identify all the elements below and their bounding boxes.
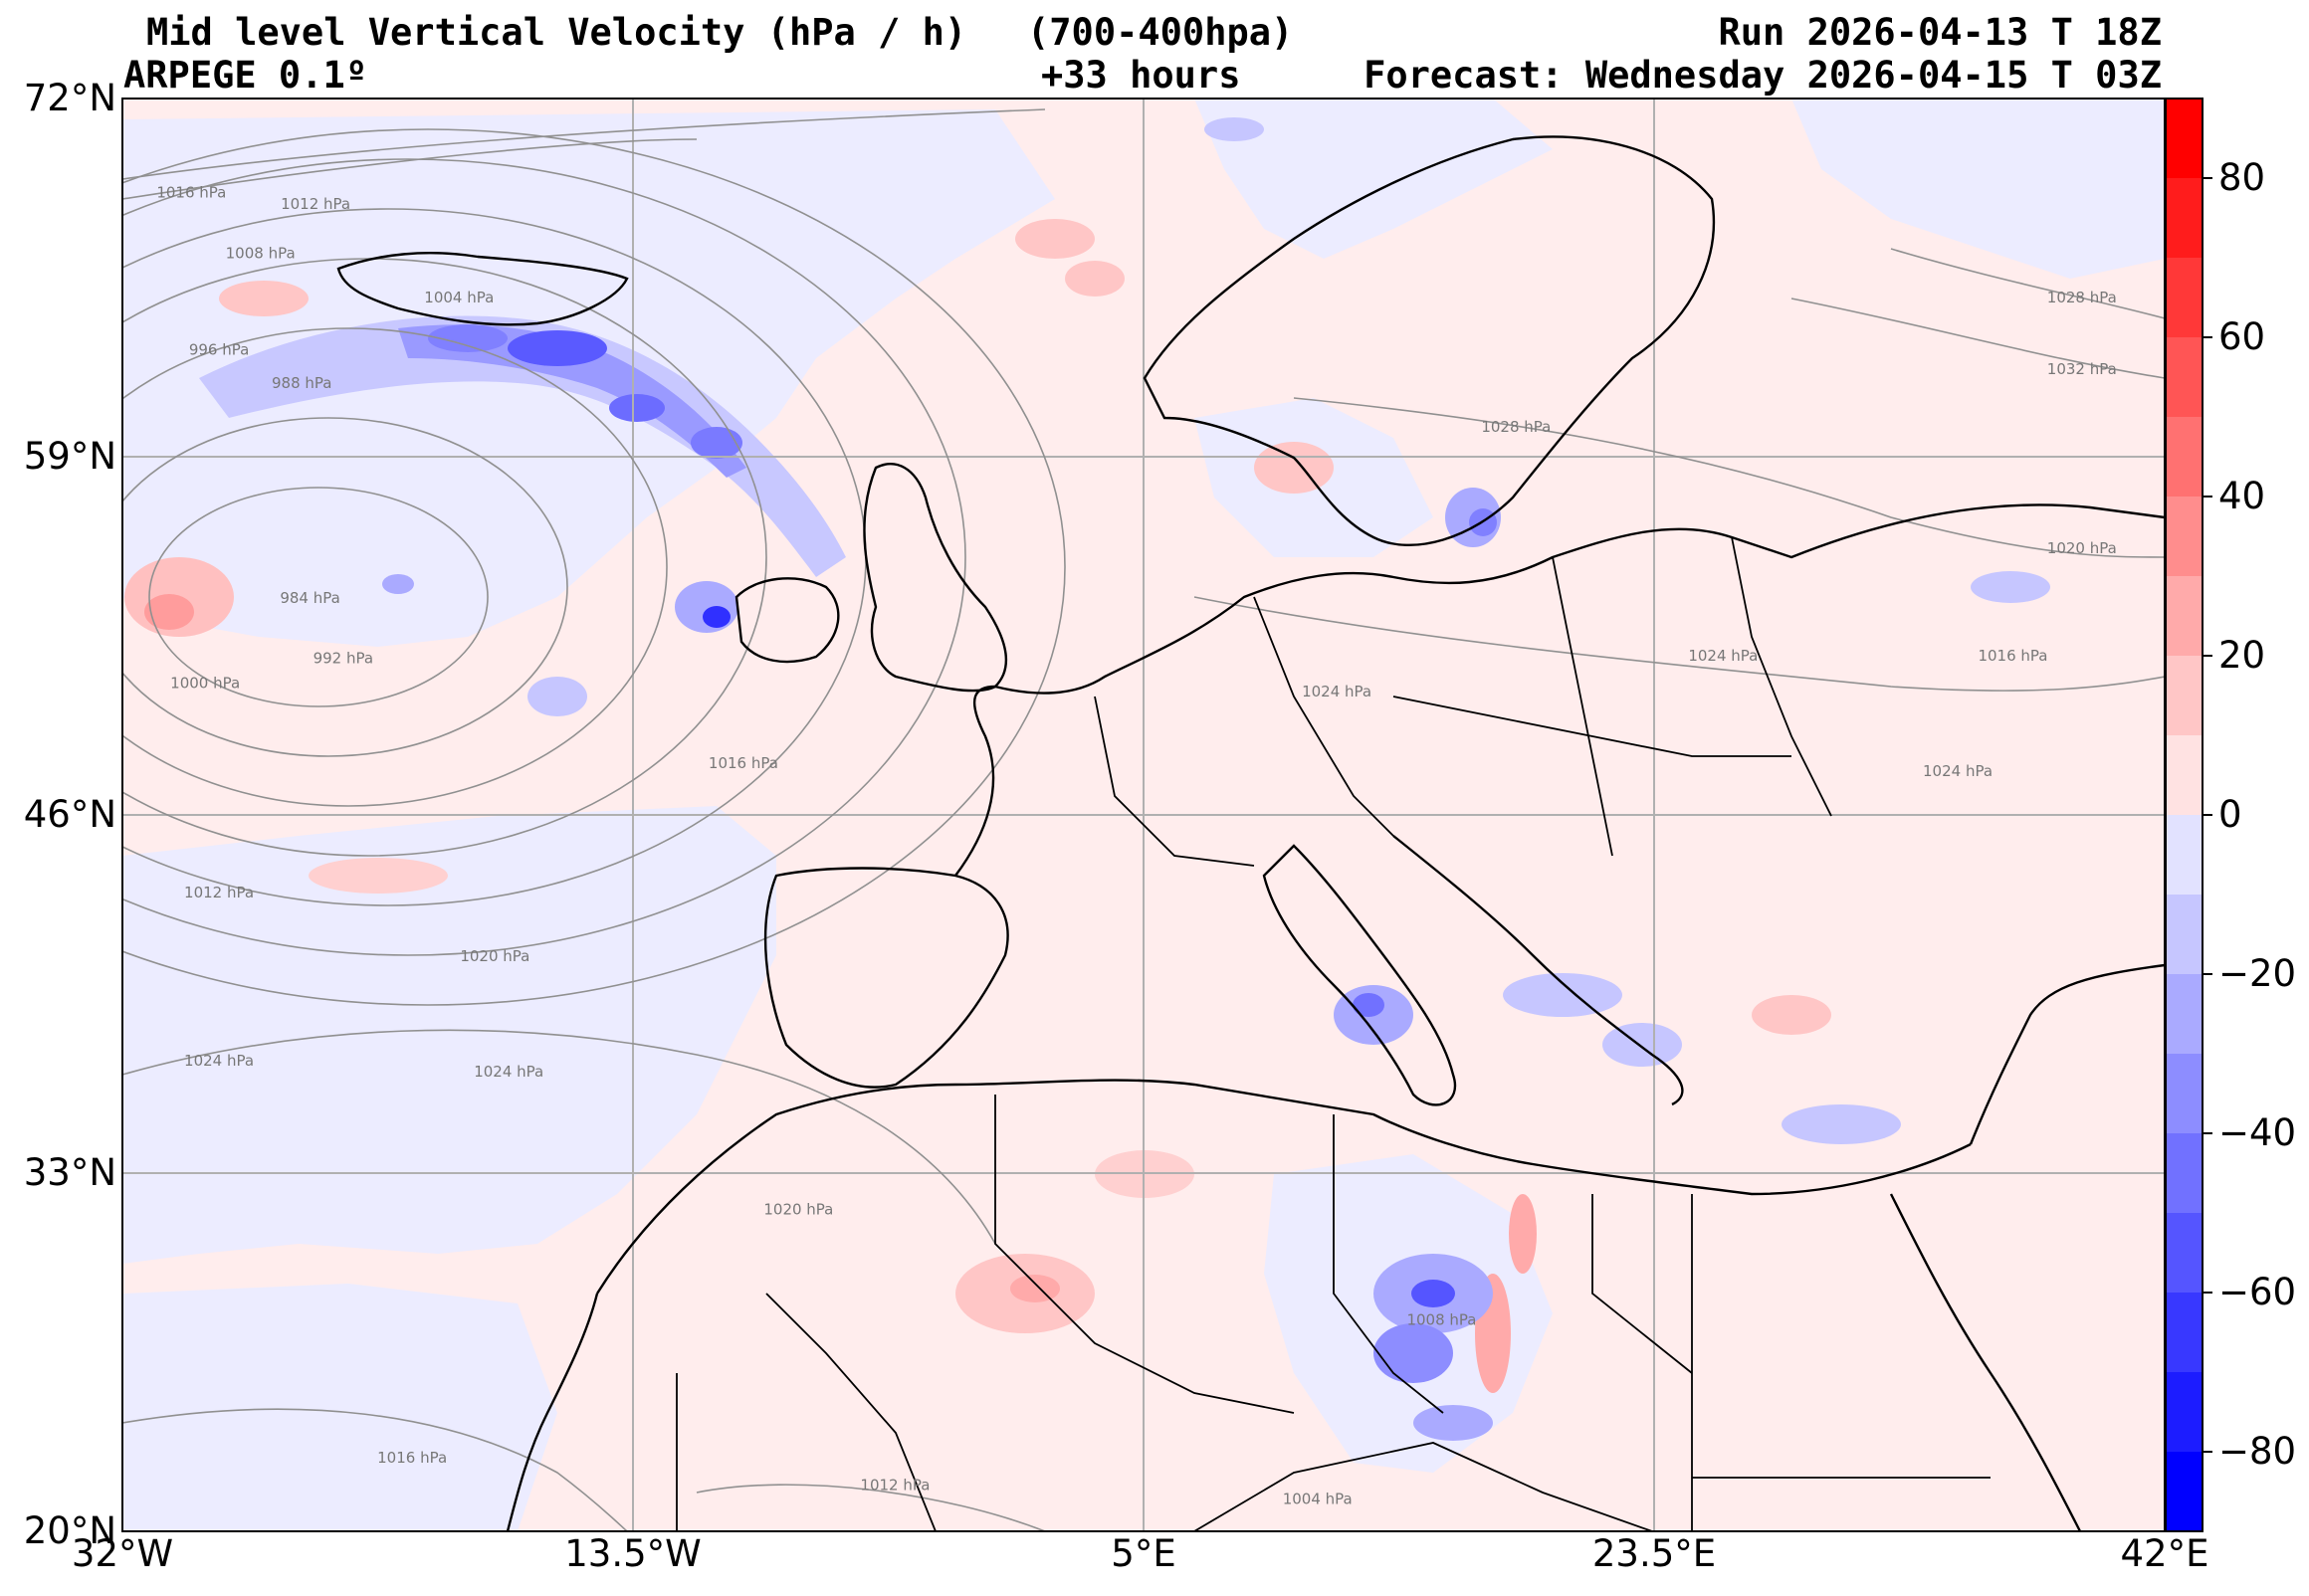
isobar-label: 1020 hPa <box>2047 539 2117 557</box>
isobar-label: 1028 hPa <box>2047 289 2117 306</box>
isobar-labels: 1016 hPa 1012 hPa 1008 hPa 1004 hPa 996 hPa 9… <box>156 184 2117 1508</box>
europe-coast <box>994 503 2165 695</box>
run-time: Run 2026-04-13 T 18Z <box>1718 11 2162 54</box>
isobar-label: 1028 hPa <box>1481 418 1551 436</box>
colorbar-tick-label: −80 <box>2218 1430 2297 1473</box>
lon-tick-label: 13.5°W <box>564 1532 702 1575</box>
colorbar-segment <box>2166 258 2203 337</box>
colorbar-tick-label: 0 <box>2218 793 2242 836</box>
model-name: ARPEGE 0.1º <box>123 54 368 97</box>
isobar-label: 1024 hPa <box>474 1063 543 1081</box>
colorbar-segment <box>2166 656 2203 735</box>
lon-tick-label: 42°E <box>2120 1532 2209 1575</box>
scandinavia-coast <box>1143 135 1716 546</box>
colorbar-segment <box>2166 497 2203 576</box>
isobar-label: 1020 hPa <box>460 947 529 965</box>
colorbar-tick-label: −60 <box>2218 1271 2297 1313</box>
isobar-label: 1016 hPa <box>709 754 778 772</box>
colorbar-segment <box>2166 1133 2203 1213</box>
colorbar-tick-label: 80 <box>2218 156 2266 199</box>
title: Mid level Vertical Velocity (hPa / h) <box>146 11 967 54</box>
isobar-label: 1016 hPa <box>156 184 226 202</box>
france-coast <box>954 685 996 877</box>
isobar-label: 984 hPa <box>280 589 339 607</box>
isobar-label: 1024 hPa <box>1688 647 1758 665</box>
italy-coast <box>1262 844 1457 1106</box>
isobar-label: 1012 hPa <box>860 1476 930 1494</box>
isobar-label: 1020 hPa <box>763 1201 833 1219</box>
colorbar-segment <box>2166 337 2203 417</box>
colorbar-segment <box>2166 417 2203 497</box>
frontal-ascent-band <box>199 315 846 633</box>
lon-tick-label: 23.5°E <box>1591 1532 1717 1575</box>
colorbar-segment <box>2166 974 2203 1054</box>
lon-tick-label: 32°W <box>71 1532 174 1575</box>
levant-coast <box>1969 963 2165 1145</box>
isobar-label: 1012 hPa <box>281 195 350 213</box>
lead-time: +33 hours <box>1041 54 1241 97</box>
colorbar-tick-label: −20 <box>2218 952 2297 995</box>
graticule <box>122 99 2165 1531</box>
level-range: (700-400hpa) <box>1027 11 1294 54</box>
borders <box>676 536 1991 1531</box>
red-sea-coast <box>1889 1193 2082 1531</box>
colorbar-segment <box>2166 576 2203 656</box>
colorbar-segment <box>2166 1054 2203 1133</box>
colorbar-segment <box>2166 895 2203 974</box>
isobar-label: 1024 hPa <box>184 1052 254 1070</box>
ireland-coast <box>735 577 840 664</box>
isobar-label: 1032 hPa <box>2047 360 2117 378</box>
colorbar-segment <box>2166 1372 2203 1452</box>
colorbar-segment <box>2166 1213 2203 1293</box>
map-plot-area <box>122 99 2165 1531</box>
isobar-label: 1008 hPa <box>226 245 296 263</box>
weak-ascent-regions <box>122 99 2165 1531</box>
forecast-time: Forecast: Wednesday 2026-04-15 T 03Z <box>1364 54 2162 97</box>
coastlines <box>336 135 2165 1531</box>
isobar-label: 1024 hPa <box>1302 683 1371 700</box>
lat-tick-label: 33°N <box>23 1151 116 1194</box>
isobar-label: 992 hPa <box>314 650 373 668</box>
isobar-label: 996 hPa <box>189 341 249 359</box>
isobar-label: 1016 hPa <box>377 1449 447 1467</box>
lon-tick-label: 5°E <box>1111 1532 1176 1575</box>
colorbar-tick-label: −40 <box>2218 1111 2297 1154</box>
isobar-label: 1024 hPa <box>1923 762 1993 780</box>
lat-tick-label: 72°N <box>23 77 116 119</box>
isobar-label: 1016 hPa <box>1978 647 2047 665</box>
colorbar <box>2165 98 2212 1532</box>
ascent-patches <box>382 117 2050 1441</box>
isobar-label: 1012 hPa <box>184 884 254 901</box>
lat-tick-label: 20°N <box>23 1509 116 1552</box>
isobar-label: 1008 hPa <box>1406 1310 1476 1328</box>
isobar-label: 1004 hPa <box>1283 1490 1353 1507</box>
isobar-label: 1004 hPa <box>424 289 494 306</box>
colorbar-segment <box>2166 1293 2203 1372</box>
colorbar-tick-label: 40 <box>2218 475 2266 517</box>
isobar-label: 1000 hPa <box>170 675 240 693</box>
isobar-label: 988 hPa <box>272 374 331 392</box>
colorbar-tick-label: 60 <box>2218 315 2266 358</box>
lat-tick-label: 59°N <box>23 435 116 478</box>
western-sahara-coast <box>506 1293 599 1531</box>
north-africa-coast <box>595 1079 1972 1295</box>
lat-tick-label: 46°N <box>23 793 116 836</box>
iceland-coast <box>336 252 629 326</box>
colorbar-segment <box>2166 178 2203 258</box>
colorbar-segment <box>2166 1452 2203 1531</box>
balkans-coast <box>1392 835 1684 1106</box>
iberia-coast <box>763 867 1009 1089</box>
colorbar-segment <box>2166 99 2203 178</box>
colorbar-tick-label: 20 <box>2218 634 2266 677</box>
colorbar-segment <box>2166 735 2203 815</box>
colorbar-segment <box>2166 815 2203 895</box>
